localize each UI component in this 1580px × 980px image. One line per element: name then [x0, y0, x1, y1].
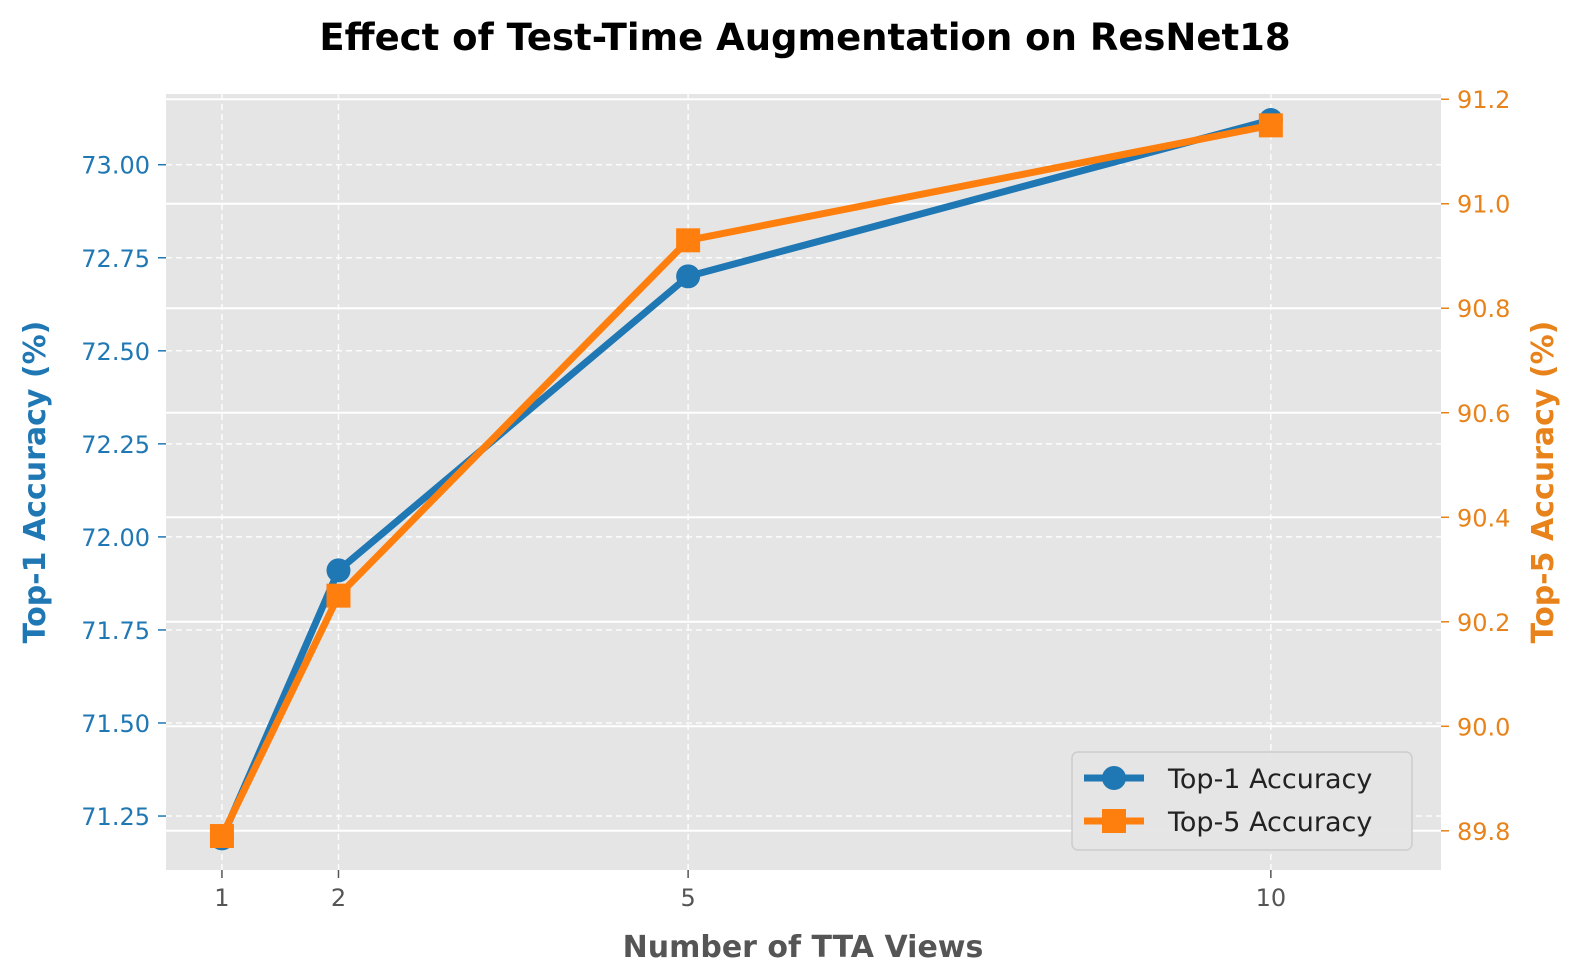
y-right-tick-label-5: 90.8: [1457, 295, 1510, 323]
y-axis-left-label: Top-1 Accuracy (%): [18, 321, 53, 644]
grid: [166, 94, 1441, 870]
legend-label-0: Top-1 Accuracy: [1167, 764, 1372, 795]
series-line-0: [218, 116, 1275, 842]
y-left-tick-label-3: 72.00: [81, 524, 150, 552]
y-right-tick-label-1: 90.0: [1457, 713, 1510, 741]
y-left-tick-label-1: 71.50: [81, 710, 150, 738]
x-tick-label-2: 5: [680, 884, 695, 912]
y-right-tick-label-6: 91.0: [1457, 191, 1510, 219]
y-right-tick-label-4: 90.6: [1457, 400, 1510, 428]
y-right-tick-label-0: 89.8: [1457, 818, 1510, 846]
y-right-tick-label-7: 91.2: [1457, 86, 1510, 114]
legend-label-1: Top-5 Accuracy: [1167, 807, 1372, 838]
series-1-point-0: [209, 824, 234, 849]
series-1-point-1: [326, 583, 351, 608]
x-tick-label-0: 1: [214, 884, 229, 912]
series-line-1: [218, 121, 1275, 840]
legend-marker-1: [1102, 809, 1126, 833]
y-left-tick-label-2: 71.75: [81, 617, 150, 645]
series-0-point-1: [326, 558, 351, 583]
y-left-tick-label-4: 72.25: [81, 431, 150, 459]
chart-title: Effect of Test-Time Augmentation on ResN…: [319, 16, 1290, 59]
y-right-tick-label-3: 90.4: [1457, 504, 1510, 532]
plot-area: [166, 94, 1441, 870]
x-tick-label-3: 10: [1256, 884, 1287, 912]
y-right-tick-label-2: 90.2: [1457, 609, 1510, 637]
series-1-point-2: [676, 228, 701, 253]
x-tick-label-1: 2: [331, 884, 346, 912]
legend-marker-0: [1102, 766, 1126, 790]
x-axis-label: Number of TTA Views: [623, 930, 984, 965]
y-left-tick-label-0: 71.25: [81, 803, 150, 831]
y-left-tick-label-7: 73.00: [81, 152, 150, 180]
y-left-tick-label-5: 72.50: [81, 338, 150, 366]
series-layer: [209, 108, 1283, 851]
y-left-tick-label-6: 72.75: [81, 245, 150, 273]
series-0-point-2: [676, 264, 701, 289]
axes: 89.8 90.0 90.2 90.4 90.6 90.8 91.0 91.2 71.25 71.…: [81, 86, 1510, 912]
series-1-point-3: [1258, 113, 1283, 138]
legend: Top-1 Accuracy Top-5 Accuracy: [1071, 751, 1413, 851]
legend-box: [1071, 751, 1413, 851]
y-axis-right-label: Top-5 Accuracy (%): [1526, 321, 1561, 644]
